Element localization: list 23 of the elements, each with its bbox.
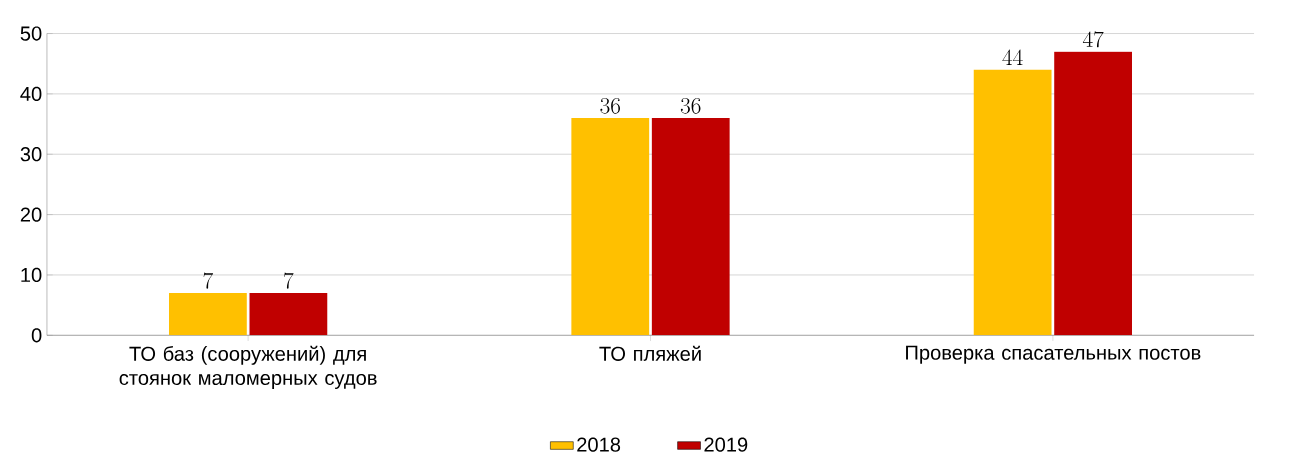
legend-label: 2018 [577,437,621,452]
y-tick-label: 30 [20,147,42,162]
bar [1054,51,1132,336]
data-label: 44 [1002,49,1023,65]
y-tick-label: 20 [20,207,42,222]
y-tick-label: 40 [20,86,42,101]
data-label: 36 [680,97,701,114]
x-tick-label: ТО баз (сооружений) для стоянок маломерных судов [119,345,377,389]
bar [651,117,730,336]
bar [571,117,650,336]
data-label: 47 [1082,31,1104,48]
x-tick-label: Проверка спасательных постов [906,345,1201,364]
bar [169,292,247,336]
bar [973,69,1052,336]
y-tick-label: 50 [20,26,42,41]
x-tick-label: ТО пляжей [599,345,701,361]
data-label: 36 [600,97,620,114]
data-label: 7 [284,272,294,289]
data-label: 7 [203,272,214,289]
y-tick-label: 10 [21,267,42,282]
legend-label: 2019 [704,437,748,452]
bar [249,292,328,336]
y-tick-label: 0 [31,328,42,343]
